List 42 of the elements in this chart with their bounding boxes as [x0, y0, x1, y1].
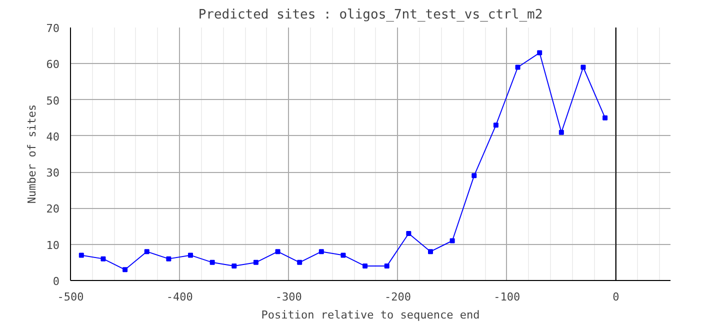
x-tick-label: -100 [494, 290, 520, 304]
x-tick-label: -200 [384, 290, 412, 304]
y-tick-label: 0 [52, 275, 60, 288]
point [362, 264, 368, 269]
x-tick-label: -400 [166, 290, 193, 304]
point [275, 249, 280, 254]
chart-title: Predicted sites : oligos_7nt_test_vs_ctrl_m2 [198, 8, 543, 22]
point [78, 252, 84, 258]
point [318, 249, 324, 254]
point [100, 256, 106, 262]
point [406, 231, 412, 236]
y-tick-label: 10 [46, 238, 60, 252]
point [580, 64, 586, 70]
x-tick-label: -300 [275, 290, 302, 304]
point [210, 260, 215, 265]
point [537, 50, 542, 56]
point [253, 260, 258, 265]
x-tick-label: 0 [612, 290, 620, 304]
point [428, 249, 433, 254]
y-tick-label: 50 [46, 94, 60, 108]
point [493, 122, 498, 128]
y-tick-label: 70 [46, 22, 60, 35]
point [450, 238, 455, 244]
y-tick-label: 20 [46, 202, 60, 216]
point [558, 130, 564, 135]
point [384, 264, 390, 269]
point [297, 260, 302, 265]
point [602, 115, 608, 120]
y-tick-label: 30 [46, 166, 60, 180]
y-tick-label: 40 [46, 130, 60, 144]
point [515, 64, 520, 70]
point [122, 267, 128, 272]
point [144, 249, 150, 254]
point [340, 252, 346, 258]
point [232, 264, 237, 269]
point [472, 173, 477, 178]
point [166, 256, 172, 262]
y-tick-label: 60 [46, 58, 60, 72]
y-axis-title: Number of sites [25, 104, 38, 204]
x-tick-label: -500 [57, 290, 84, 304]
x-axis-title: Position relative to sequence end [261, 308, 480, 322]
point [188, 252, 193, 258]
